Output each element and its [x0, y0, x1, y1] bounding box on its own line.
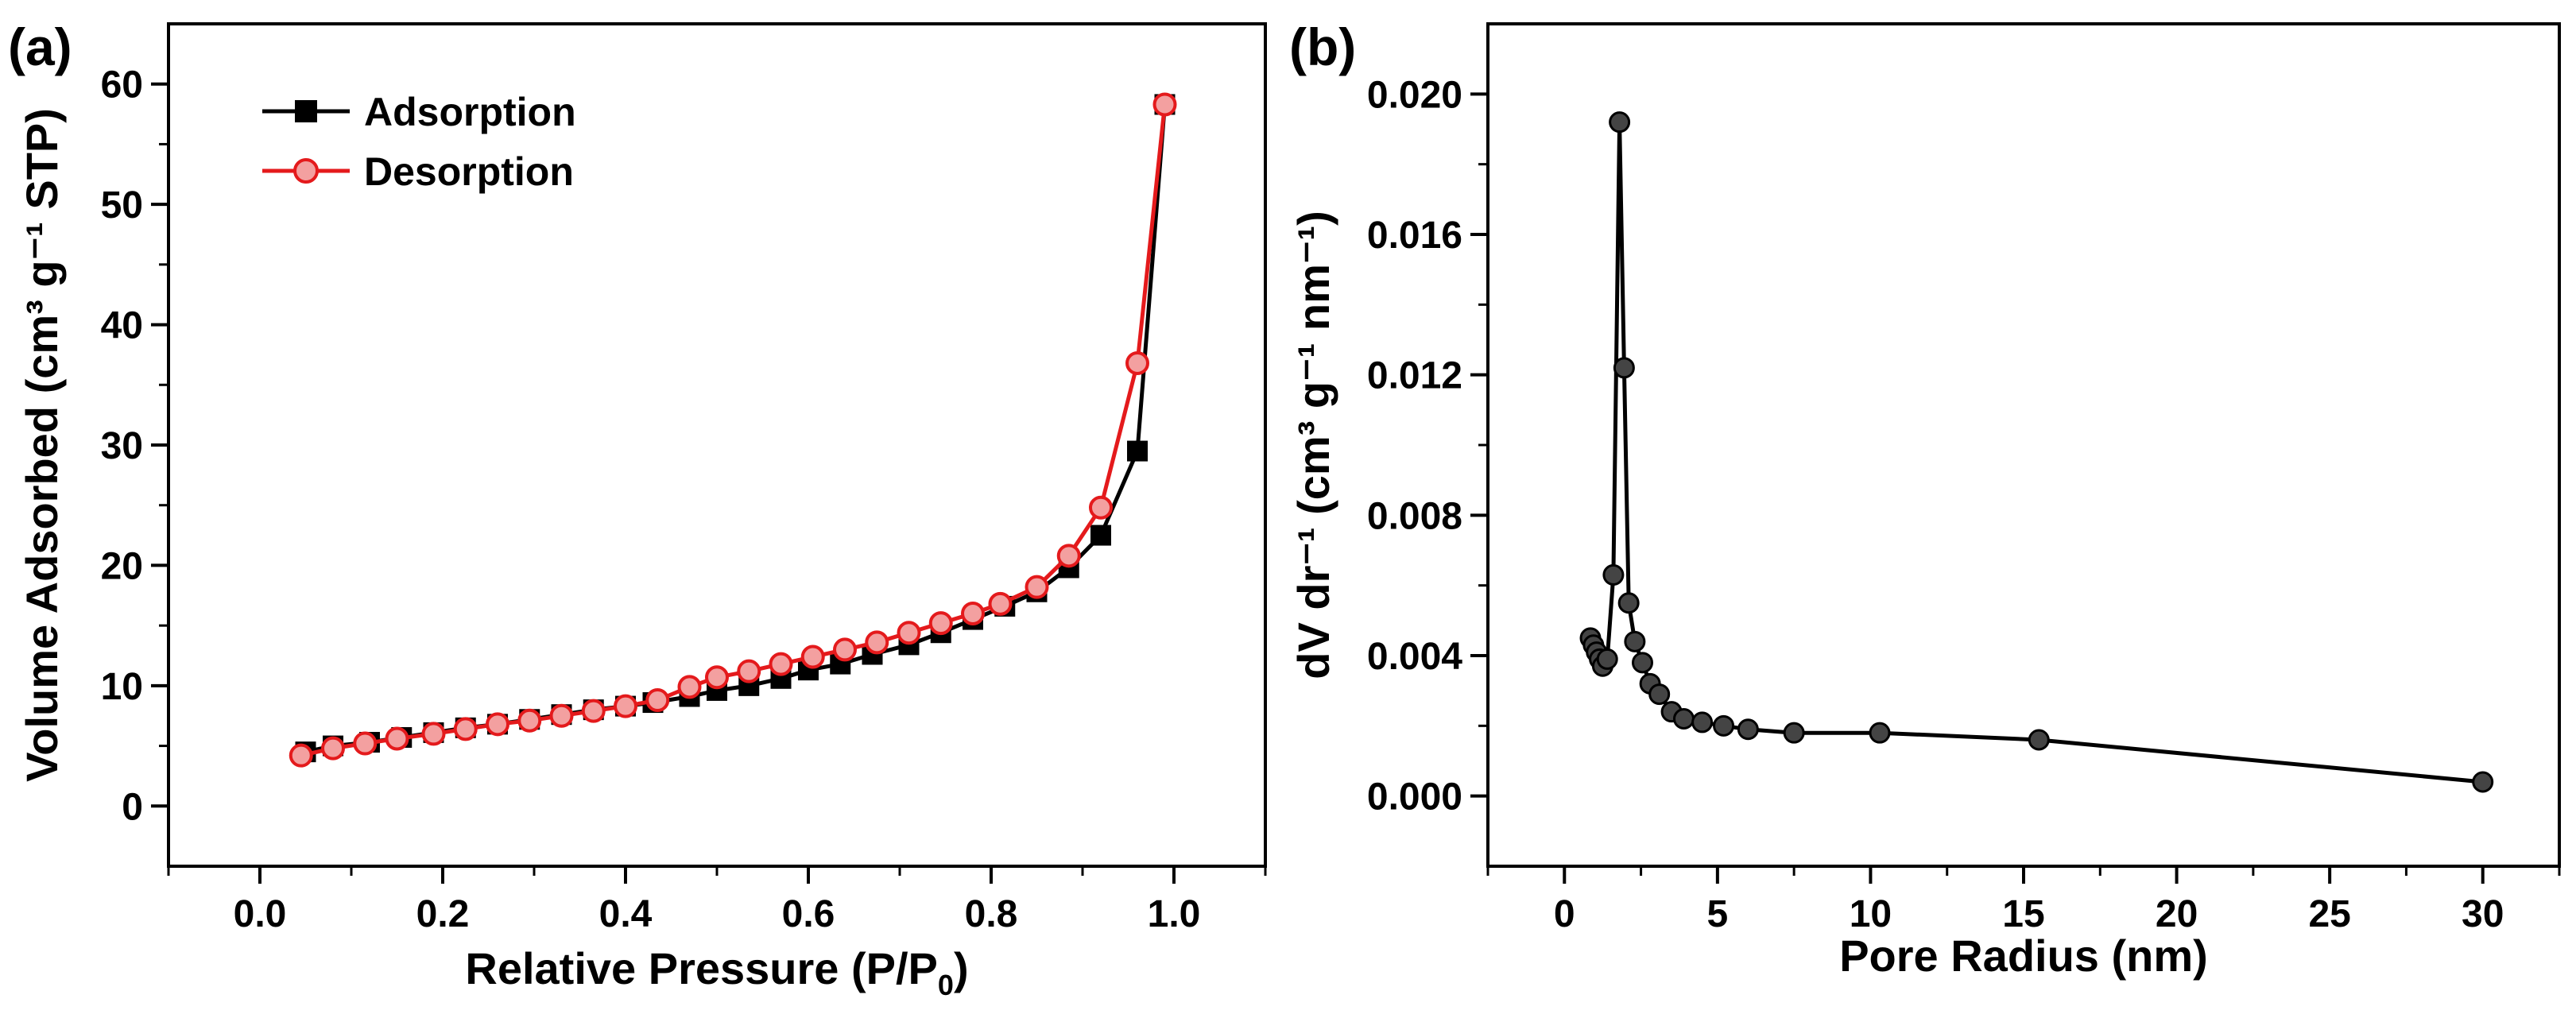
panel-b-x-tick-label: 10 [1850, 893, 1892, 935]
panel-a-data-point [517, 708, 542, 733]
panel-b-x-ticks: 0 5 10 15 20 25 30 [1486, 866, 2561, 935]
panel-a-data-point [321, 736, 345, 761]
panel-b-data-point [1691, 711, 1714, 734]
panel-a-data-point [1127, 440, 1148, 462]
panel-a-series-line-adsorption [304, 104, 1167, 754]
legend-desorption-marker [293, 158, 319, 184]
panel-b-y-tick-label: 0.000 [1367, 776, 1462, 819]
panel-b-data-point [2028, 729, 2050, 751]
panel-a-x-tick-label: 1.0 [1148, 893, 1201, 935]
panel-a-data-point [961, 602, 985, 625]
panel-b-y-tick-label: 0.016 [1367, 215, 1462, 257]
panel-a-data-point [1025, 575, 1049, 599]
panel-b-data-point [1624, 630, 1646, 652]
panel-a-data-point [928, 611, 953, 636]
panel-a-x-tick-label: 0.8 [965, 893, 1018, 935]
panel-a-y-tick-label: 20 [101, 545, 143, 587]
panel-a-data-point [645, 688, 670, 713]
panel-b-data-point [1613, 357, 1635, 379]
panel-a-data-point [353, 731, 378, 756]
panel-b-data-point [1869, 722, 1891, 744]
panel-b-data-point [1596, 648, 1618, 670]
panel-b-x-tick-label: 25 [2308, 893, 2350, 935]
panel-a-legend: Adsorption Desorption [262, 90, 576, 194]
panel-b-x-tick-label: 5 [1707, 893, 1729, 935]
panel-b-data-point [1672, 708, 1695, 730]
panel-a-x-tick-label: 0.0 [234, 893, 287, 935]
panel-a-data-point [677, 675, 702, 699]
panel-a-data-point [833, 637, 857, 662]
panel-a-x-tick-label: 0.4 [599, 893, 653, 935]
panel-b-y-ticks: 0.000 0.004 0.008 0.012 0.016 0.020 [1367, 74, 1488, 819]
panel-a-x-tick-label: 0.6 [782, 893, 835, 935]
panel-a-data-point [1152, 92, 1177, 117]
panel-a-y-tick-label: 60 [101, 64, 143, 106]
panel-a-label: (a) [8, 17, 72, 76]
panel-a-y-tick-label: 0 [122, 786, 143, 828]
panel-a-data-point [800, 644, 825, 669]
panel-a-y-tick-label: 30 [101, 425, 143, 467]
legend-desorption-label: Desorption [364, 149, 574, 194]
panel-a-data-point [897, 621, 921, 645]
panel-a-adsorption-isotherm: (a) 0.0 0.2 0.4 0.6 0.8 1.0 0 10 20 30 40 50 60 Rel… [8, 17, 1267, 1001]
panel-a-series [289, 92, 1177, 768]
panel-a-data-point [1125, 351, 1149, 376]
panel-b-data-point [1648, 683, 1671, 706]
panel-b-data-point [2472, 771, 2494, 793]
panel-a-data-point [614, 694, 637, 718]
panel-b-data-point [1609, 111, 1631, 134]
panel-a-y-tick-label: 50 [101, 184, 143, 226]
panel-b-series-line-psd [1588, 120, 2483, 784]
panel-a-data-point [453, 717, 478, 741]
panel-a-y-ticks: 0 10 20 30 40 50 60 [101, 64, 169, 828]
legend-adsorption-marker [295, 100, 317, 122]
panel-b-y-tick-label: 0.008 [1367, 495, 1462, 537]
panel-a-y-axis-title: Volume Adsorbed (cm³ g⁻¹ STP) [17, 108, 67, 782]
panel-b-x-tick-label: 0 [1554, 893, 1575, 935]
panel-a-x-axis-title: Relative Pressure (P/P0) [465, 943, 968, 1001]
panel-b-pore-size-distribution: (b) 0 5 10 15 20 25 30 0.0000.0040.0080.0120.0… [1288, 17, 2561, 981]
panel-b-y-tick-label: 0.020 [1367, 74, 1462, 116]
panel-b-data-point [1631, 652, 1653, 674]
panel-a-series-line-desorption [300, 104, 1167, 758]
panel-b-y-tick-label: 0.004 [1367, 636, 1462, 678]
panel-b-x-axis-title: Pore Radius (nm) [1839, 931, 2208, 981]
panel-b-y-axis-title: dV dr⁻¹ (cm³ g⁻¹ nm⁻¹) [1288, 211, 1338, 679]
panel-a-data-point [1089, 495, 1113, 520]
panel-b-series [1579, 111, 2494, 793]
panel-a-data-point [549, 703, 574, 728]
panel-b-label: (b) [1289, 17, 1356, 76]
panel-b-data-point [1602, 563, 1625, 586]
panel-a-y-tick-label: 40 [101, 305, 143, 347]
panel-b-x-tick-label: 20 [2156, 893, 2198, 935]
panel-a-data-point [581, 699, 606, 723]
panel-a-data-point [737, 659, 761, 683]
panel-a-data-point [769, 652, 793, 676]
panel-a-x-tick-label: 0.2 [416, 893, 470, 935]
panel-a-data-point [486, 712, 509, 737]
panel-a-data-point [1056, 544, 1081, 568]
panel-a-y-tick-label: 10 [101, 666, 143, 708]
panel-b-x-tick-label: 15 [2002, 893, 2044, 935]
panel-b-data-point [1737, 718, 1759, 741]
panel-a-x-ticks: 0.0 0.2 0.4 0.6 0.8 1.0 [167, 866, 1267, 935]
panel-b-y-tick-label: 0.012 [1367, 355, 1462, 397]
panel-b-data-point [1783, 722, 1805, 744]
panel-b-x-tick-label: 30 [2462, 893, 2504, 935]
panel-b-data-point [1713, 714, 1735, 737]
panel-a-data-point [421, 722, 446, 746]
panel-a-data-point [988, 591, 1013, 616]
panel-a-data-point [289, 743, 313, 768]
panel-b-data-point [1617, 592, 1640, 614]
legend-adsorption-label: Adsorption [364, 90, 576, 134]
panel-a-data-point [865, 630, 889, 655]
panel-a-data-point [1090, 524, 1111, 546]
panel-a-data-point [385, 726, 409, 751]
panel-a-data-point [705, 665, 729, 690]
